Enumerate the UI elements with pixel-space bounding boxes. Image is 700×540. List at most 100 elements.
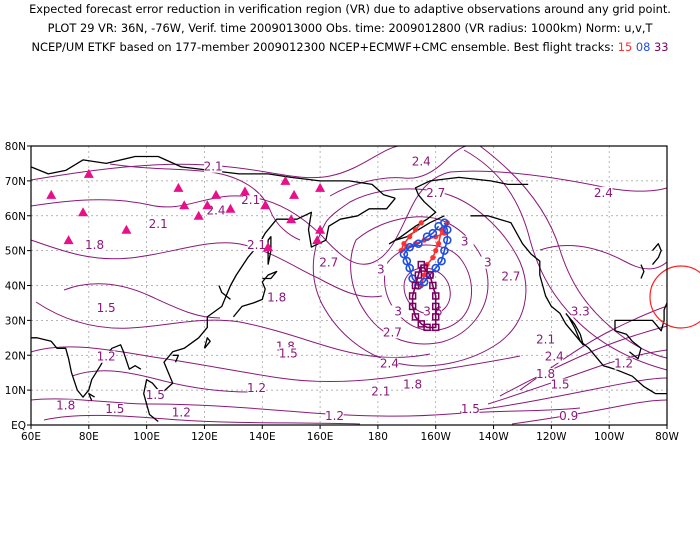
lon-tick-label: 160W: [421, 431, 452, 443]
contour-label-bg: [149, 218, 168, 231]
contour-line: [329, 145, 467, 197]
title-line-3-prefix: NCEP/UM ETKF based on 177-member 2009012…: [31, 40, 615, 54]
contour-label-bg: [545, 350, 564, 363]
contour-label-bg: [461, 403, 480, 416]
contour-label-bg: [371, 385, 390, 398]
track-point: [414, 239, 423, 248]
coastline: [470, 215, 667, 395]
contour-label: 1.8: [267, 290, 286, 304]
contour-label: 2.1: [536, 332, 555, 346]
station-marker: [289, 189, 300, 199]
coastline: [232, 270, 278, 318]
station-marker: [286, 214, 297, 224]
coastline: [640, 264, 645, 279]
contour-label: 1.5: [550, 378, 569, 392]
track-point: [431, 313, 440, 321]
contour-line: [539, 245, 668, 270]
contour-label-bg: [97, 350, 116, 363]
track-point: [421, 272, 427, 278]
contour-line: [35, 301, 431, 358]
lat-tick-label: EQ: [11, 420, 26, 432]
contour-line: [43, 414, 361, 425]
contour-label: 1.5: [279, 346, 298, 360]
track-label-08: 08: [635, 40, 651, 54]
track-point: [431, 302, 440, 311]
track-point: [433, 234, 439, 240]
contour-label: 2.4: [545, 350, 564, 364]
contour-label-bg: [325, 410, 344, 423]
contour-label: 2.4: [412, 154, 431, 168]
contour-label: 1.2: [325, 409, 344, 423]
contour-label-bg: [551, 378, 570, 391]
lon-tick-label: 60E: [21, 431, 41, 443]
station-marker: [315, 224, 326, 234]
track-point: [407, 234, 413, 240]
lat-tick-label: 30N: [5, 315, 26, 327]
contour-label-bg: [403, 378, 422, 391]
station-marker: [312, 235, 323, 245]
contour-label: 1.8: [56, 399, 75, 413]
lon-tick-label: 100W: [594, 431, 625, 443]
station-marker: [193, 210, 204, 220]
contour-label: 2.4: [380, 357, 399, 371]
track-point: [426, 271, 434, 279]
contour-line: [30, 170, 668, 265]
lat-tick-label: 80N: [5, 141, 26, 153]
station-marker: [173, 182, 184, 192]
lat-tick-label: 50N: [5, 246, 26, 258]
lat-lon-grid: [31, 146, 667, 425]
coastline: [203, 337, 211, 349]
track-point: [442, 225, 452, 234]
contour-label-bg: [455, 235, 474, 248]
coastlines: [30, 155, 668, 423]
station-marker: [46, 189, 57, 199]
contour-label-bg: [371, 263, 390, 276]
track-point: [408, 292, 417, 300]
lat-tick-label: 60N: [5, 211, 26, 223]
contour-label-bg: [426, 186, 445, 199]
contour-label-bg: [383, 326, 402, 339]
station-marker: [263, 242, 274, 252]
track-point: [408, 302, 417, 311]
title-line-2: PLOT 29 VR: 36N, -76W, Verif. time 20090…: [47, 21, 653, 35]
contour-line: [463, 149, 668, 371]
track-label-33: 33: [654, 40, 669, 54]
lon-tick-label: 160E: [307, 431, 334, 443]
contour-label: 2.1: [247, 238, 266, 252]
coastline: [614, 302, 668, 360]
contour-label: 2.1: [204, 160, 223, 174]
station-marker: [121, 224, 132, 234]
coastline: [651, 243, 662, 266]
track-point: [430, 255, 436, 261]
track-point: [428, 228, 438, 238]
contour-label-bg: [267, 291, 286, 304]
contour-label: 1.8: [403, 378, 422, 392]
map-axes: 60E 80E 100E 120E 140E 160E 180 160W 140W 120W 100…: [5, 141, 680, 443]
contour-line: [487, 349, 668, 405]
lat-tick-label: 70N: [5, 176, 26, 188]
contour-label: 2.7: [501, 270, 520, 284]
coastline: [172, 354, 180, 363]
lon-tick-label: 80W: [655, 431, 679, 443]
track-point: [431, 263, 441, 273]
track-point: [436, 241, 442, 247]
lat-tick-label: 40N: [5, 281, 26, 293]
track-point: [434, 221, 443, 231]
contour-label: 2.1: [149, 217, 168, 231]
contour-label-bg: [478, 256, 497, 269]
track-point: [411, 313, 420, 321]
contour-line: [109, 163, 301, 241]
contour-label-bg: [536, 368, 555, 381]
contour-label: 1.2: [172, 406, 191, 420]
contour-label: 3: [377, 263, 385, 277]
contour-label: 1.8: [85, 238, 104, 252]
track-label-15: 15: [617, 40, 633, 54]
contour-label-bg: [172, 406, 191, 419]
lon-tick-label: 100E: [133, 431, 160, 443]
track-point: [401, 241, 407, 247]
contour-label-bg: [571, 305, 590, 318]
contour-label: 2.1: [241, 193, 260, 207]
contour-label: 1.5: [146, 388, 165, 402]
contour-line: [511, 399, 668, 425]
contour-label-bg: [56, 399, 75, 412]
